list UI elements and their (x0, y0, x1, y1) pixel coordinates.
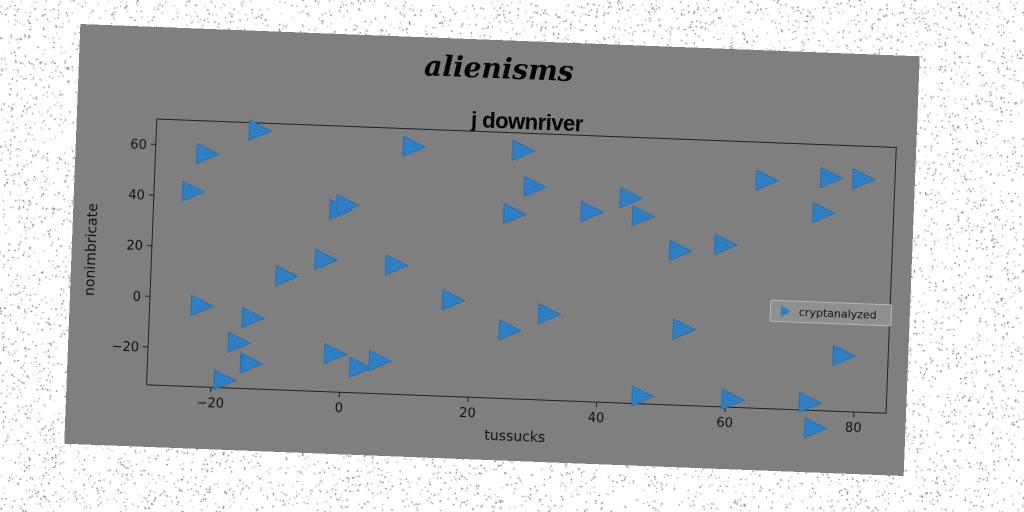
data-point (498, 319, 523, 341)
x-tick-label: 40 (587, 411, 604, 427)
scatter-plot: −20 0 20 40 60 80 −20 0 20 40 60 tussucks nonimbrica… (82, 118, 897, 446)
data-point (798, 391, 823, 414)
data-point (402, 135, 427, 158)
data-point (523, 175, 548, 198)
plot-frame (146, 118, 897, 414)
y-tick-label: 60 (130, 137, 147, 153)
y-tick-label: 40 (128, 188, 145, 204)
data-point (441, 289, 466, 311)
data-point (335, 193, 360, 216)
data-point (721, 388, 746, 411)
data-point (631, 385, 656, 407)
data-point (832, 344, 857, 367)
y-tick-label: 20 (126, 239, 143, 255)
data-point (580, 200, 605, 223)
data-point (196, 142, 221, 165)
data-point (348, 356, 373, 379)
data-point (714, 233, 739, 256)
legend-label: cryptanalyzed (798, 305, 877, 322)
data-point (502, 202, 527, 225)
legend-marker-icon (780, 305, 792, 318)
data-point (248, 119, 273, 141)
data-point (384, 253, 410, 276)
data-point (755, 169, 780, 191)
data-point (631, 205, 656, 227)
data-point (275, 264, 300, 287)
data-point (619, 186, 644, 209)
data-point (213, 369, 238, 391)
data-point (811, 201, 837, 224)
data-point (239, 352, 264, 374)
data-point (668, 239, 693, 262)
x-tick-label: −20 (196, 396, 224, 412)
data-point (672, 318, 697, 340)
data-point (851, 167, 877, 190)
data-point (511, 139, 536, 162)
chart-figure: alienisms j downriver −20 0 20 40 60 80 −20 0 20… (64, 24, 920, 476)
chart-legend: cryptanalyzed (769, 299, 893, 327)
data-point (314, 248, 339, 271)
y-tick-label: −20 (111, 339, 139, 355)
data-point (819, 166, 844, 189)
y-axis-label: nonimbricate (82, 203, 102, 296)
data-point (537, 302, 562, 325)
data-point (368, 349, 393, 372)
x-tick-label: 20 (459, 406, 476, 422)
x-tick-label: 80 (845, 421, 862, 437)
data-point (323, 342, 348, 365)
data-point (241, 306, 266, 329)
data-point (181, 180, 206, 202)
y-tick-label: 0 (132, 290, 141, 305)
data-point (190, 294, 215, 317)
data-point (803, 417, 828, 439)
x-tick-label: 0 (334, 401, 343, 416)
data-point (227, 331, 252, 354)
x-tick-label: 60 (716, 416, 733, 432)
x-axis-label: tussucks (484, 428, 545, 446)
